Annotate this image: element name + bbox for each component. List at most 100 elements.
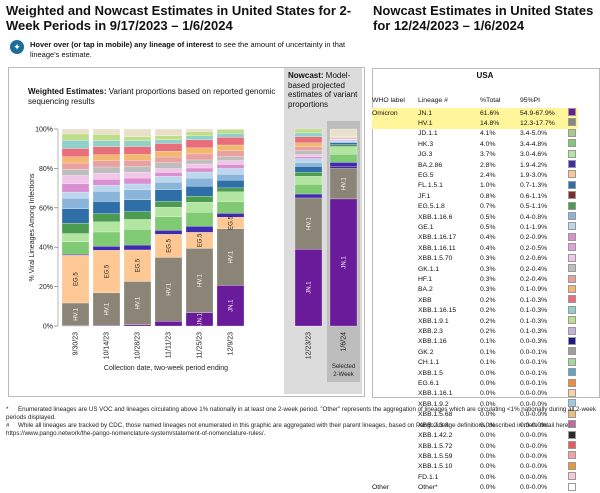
footnote-star: *Enumerated lineages are US VOC and line…: [6, 406, 596, 422]
swatch-cell: [568, 347, 578, 357]
lineage-cell: EG.5.1.8: [418, 202, 480, 212]
bar-segment: [217, 157, 244, 161]
stacked-bar-chart: 0%20%40%60%80%100%% Viral Lineages Among…: [8, 67, 364, 397]
total-cell: 2.4%: [480, 170, 520, 180]
lineage-color-swatch: [568, 483, 576, 491]
total-cell: 1.0%: [480, 181, 520, 191]
bar-segment: [155, 207, 182, 217]
swatch-cell: [568, 462, 578, 472]
lineage-color-swatch: [568, 347, 576, 355]
bar-segment: [186, 154, 213, 160]
who-label-cell: [372, 212, 418, 222]
who-label-cell: [372, 150, 418, 160]
bar-segment: [93, 191, 120, 201]
bar-segment: [186, 164, 213, 168]
nowcast-label: Nowcast: Model-based projected estimates…: [288, 71, 362, 109]
swatch-cell: [568, 233, 578, 243]
lineage-color-swatch: [568, 118, 576, 126]
bar-segment: [295, 172, 322, 176]
pi-cell: 0.2-0.5%: [520, 243, 568, 253]
pi-cell: 0.6-1.1%: [520, 191, 568, 201]
bar-segment: [155, 201, 182, 207]
lineage-color-swatch: [568, 379, 576, 387]
total-cell: 0.5%: [480, 212, 520, 222]
lineage-cell: BA.2.86: [418, 160, 480, 170]
swatch-cell: [568, 337, 578, 347]
who-label-cell: [372, 139, 418, 149]
bar-segment: [93, 185, 120, 191]
bar-label: JN.1: [198, 313, 204, 326]
header-who-label: WHO label: [372, 94, 418, 108]
total-cell: 4.0%: [480, 139, 520, 149]
bar-segment: [155, 321, 182, 326]
x-axis-title: Collection date, two-week period ending: [104, 365, 228, 372]
lineage-color-swatch: [568, 108, 576, 116]
swatch-cell: [568, 129, 578, 139]
pi-cell: 0.0-0.0%: [520, 462, 568, 472]
lineage-cell: GE.1: [418, 222, 480, 232]
header-swatch: [568, 94, 578, 108]
bar-label: HV.1: [307, 217, 313, 230]
bar-label: HV.1: [198, 274, 204, 287]
bar-segment: [217, 174, 244, 180]
lineage-color-swatch: [568, 441, 576, 449]
bar-segment: [186, 172, 213, 178]
bar-segment: [93, 155, 120, 161]
lineage-cell: JD.1.1: [418, 129, 480, 139]
bar-segment: [330, 154, 357, 162]
lineage-color-swatch: [568, 462, 576, 470]
hover-instructions-bold: Hover over (or tap in mobile) any lineag…: [30, 40, 213, 49]
bar-segment: [295, 129, 322, 133]
bar-segment: [62, 184, 89, 192]
total-cell: 0.0%: [480, 462, 520, 472]
lineage-cell: XBB.1.5.10: [418, 462, 480, 472]
who-label-cell: Omicron: [372, 108, 418, 118]
bar-segment: [62, 234, 89, 242]
swatch-cell: [568, 451, 578, 461]
lineage-color-swatch: [568, 264, 576, 272]
footnotes: *Enumerated lineages are US VOC and line…: [6, 406, 596, 438]
total-cell: 0.0%: [480, 472, 520, 482]
bar-segment: [62, 157, 89, 163]
bar-segment: [124, 141, 151, 147]
bar-segment: [155, 217, 182, 231]
pi-cell: 0.0-0.0%: [520, 441, 568, 451]
swatch-cell: [568, 327, 578, 337]
swatch-cell: [568, 316, 578, 326]
lineage-color-swatch: [568, 243, 576, 251]
bar-segment: [155, 143, 182, 151]
